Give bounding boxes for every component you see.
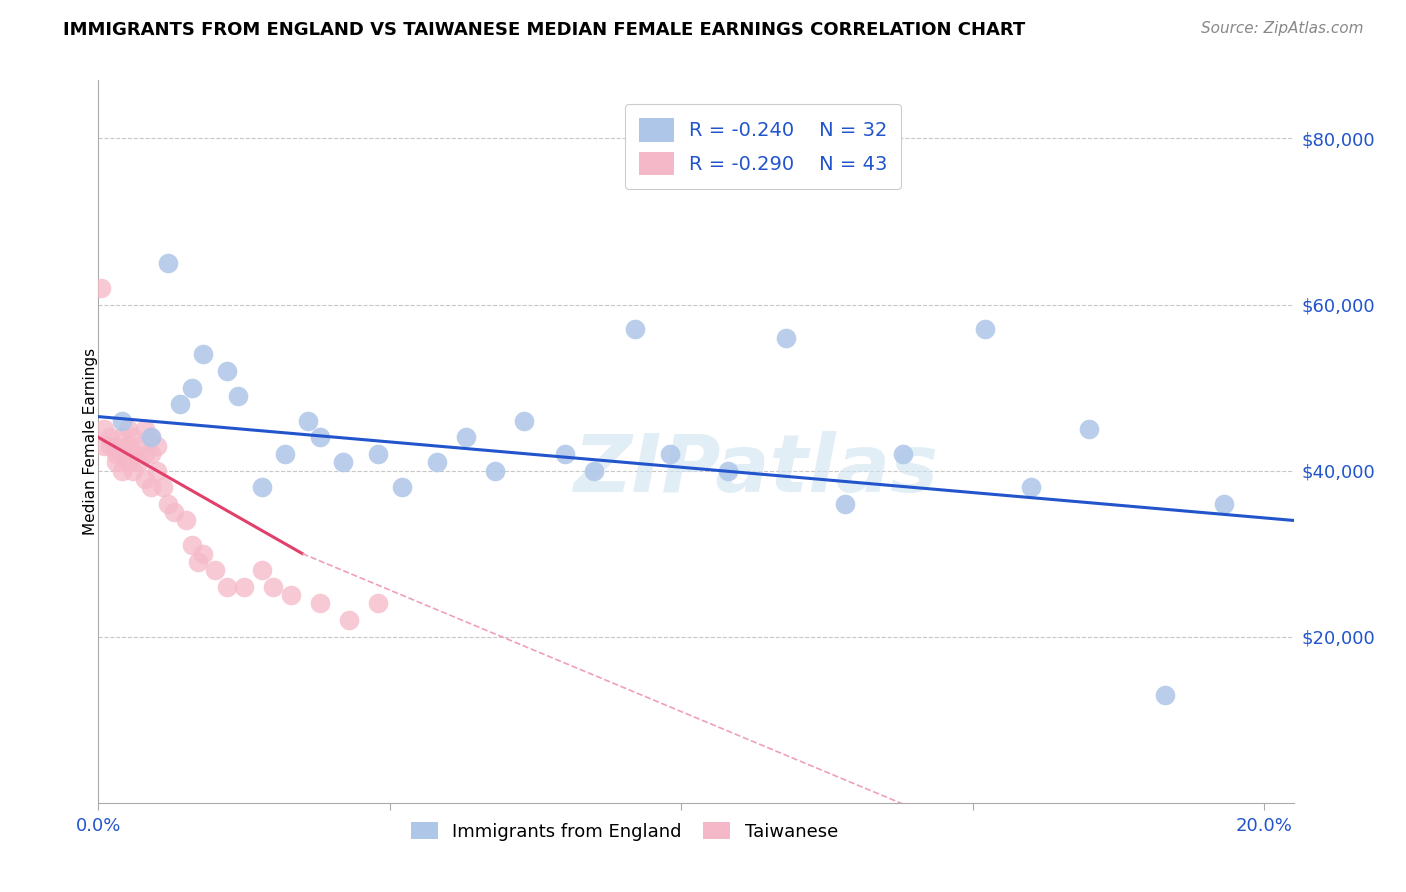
- Point: [274, 447, 297, 461]
- Y-axis label: Median Female Earnings: Median Female Earnings: [83, 348, 97, 535]
- Point: [104, 447, 127, 461]
- Point: [582, 464, 605, 478]
- Point: [1154, 688, 1177, 702]
- Point: [309, 597, 332, 611]
- Point: [134, 472, 156, 486]
- Point: [174, 513, 197, 527]
- Point: [391, 480, 413, 494]
- Point: [139, 480, 162, 494]
- Point: [157, 256, 180, 270]
- Point: [134, 422, 156, 436]
- Point: [280, 588, 302, 602]
- Point: [180, 538, 202, 552]
- Point: [139, 447, 162, 461]
- Text: ZIPatlas: ZIPatlas: [574, 432, 938, 509]
- Point: [145, 439, 167, 453]
- Point: [233, 580, 256, 594]
- Legend: Immigrants from England, Taiwanese: Immigrants from England, Taiwanese: [404, 815, 845, 848]
- Point: [90, 281, 112, 295]
- Point: [337, 613, 360, 627]
- Point: [513, 414, 536, 428]
- Point: [134, 447, 156, 461]
- Point: [111, 447, 134, 461]
- Point: [623, 322, 645, 336]
- Point: [309, 430, 332, 444]
- Point: [163, 505, 186, 519]
- Point: [157, 497, 180, 511]
- Point: [834, 497, 856, 511]
- Point: [128, 455, 150, 469]
- Point: [193, 547, 215, 561]
- Point: [554, 447, 576, 461]
- Point: [122, 464, 145, 478]
- Point: [122, 447, 145, 461]
- Point: [117, 455, 139, 469]
- Point: [658, 447, 681, 461]
- Text: IMMIGRANTS FROM ENGLAND VS TAIWANESE MEDIAN FEMALE EARNINGS CORRELATION CHART: IMMIGRANTS FROM ENGLAND VS TAIWANESE MED…: [63, 21, 1025, 39]
- Point: [111, 464, 134, 478]
- Point: [169, 397, 191, 411]
- Point: [193, 347, 215, 361]
- Point: [111, 414, 134, 428]
- Point: [139, 430, 162, 444]
- Point: [93, 439, 115, 453]
- Point: [973, 322, 995, 336]
- Point: [1078, 422, 1101, 436]
- Point: [1019, 480, 1042, 494]
- Point: [484, 464, 506, 478]
- Point: [117, 422, 139, 436]
- Point: [186, 555, 208, 569]
- Point: [98, 439, 121, 453]
- Point: [228, 389, 250, 403]
- Point: [128, 439, 150, 453]
- Point: [215, 364, 238, 378]
- Point: [250, 563, 273, 577]
- Point: [454, 430, 477, 444]
- Point: [367, 447, 389, 461]
- Point: [425, 455, 447, 469]
- Point: [145, 464, 167, 478]
- Point: [262, 580, 284, 594]
- Point: [367, 597, 389, 611]
- Point: [111, 430, 134, 444]
- Point: [1212, 497, 1234, 511]
- Point: [93, 422, 115, 436]
- Point: [139, 430, 162, 444]
- Point: [250, 480, 273, 494]
- Point: [204, 563, 226, 577]
- Point: [104, 439, 127, 453]
- Point: [717, 464, 740, 478]
- Point: [332, 455, 354, 469]
- Point: [215, 580, 238, 594]
- Point: [122, 430, 145, 444]
- Point: [104, 455, 127, 469]
- Point: [891, 447, 914, 461]
- Point: [775, 331, 797, 345]
- Point: [180, 380, 202, 394]
- Point: [117, 439, 139, 453]
- Text: Source: ZipAtlas.com: Source: ZipAtlas.com: [1201, 21, 1364, 37]
- Point: [98, 430, 121, 444]
- Point: [152, 480, 174, 494]
- Point: [297, 414, 319, 428]
